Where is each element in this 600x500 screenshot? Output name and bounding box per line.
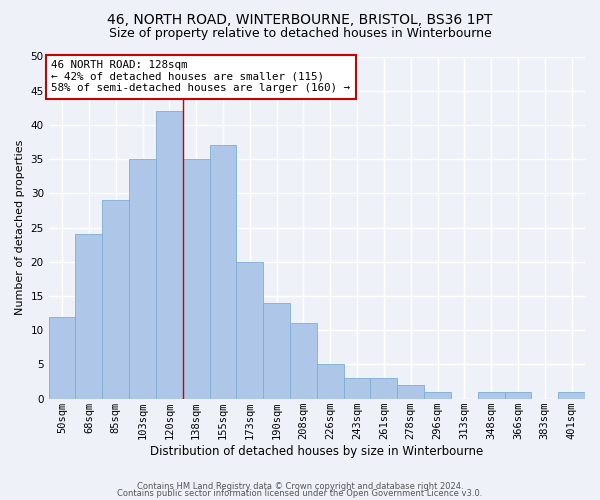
Text: Size of property relative to detached houses in Winterbourne: Size of property relative to detached ho… [109, 28, 491, 40]
Bar [505, 392, 532, 398]
Text: 46 NORTH ROAD: 128sqm
← 42% of detached houses are smaller (115)
58% of semi-det: 46 NORTH ROAD: 128sqm ← 42% of detached … [52, 60, 350, 93]
Bar [103, 200, 129, 398]
Text: Contains HM Land Registry data © Crown copyright and database right 2024.: Contains HM Land Registry data © Crown c… [137, 482, 463, 491]
Bar [236, 262, 263, 398]
Bar [263, 303, 290, 398]
Bar [558, 392, 585, 398]
Text: 46, NORTH ROAD, WINTERBOURNE, BRISTOL, BS36 1PT: 46, NORTH ROAD, WINTERBOURNE, BRISTOL, B… [107, 12, 493, 26]
Bar [76, 234, 103, 398]
Bar [49, 316, 76, 398]
Bar [209, 146, 236, 398]
Bar [478, 392, 505, 398]
Bar [424, 392, 451, 398]
Bar [370, 378, 397, 398]
X-axis label: Distribution of detached houses by size in Winterbourne: Distribution of detached houses by size … [150, 444, 484, 458]
Bar [317, 364, 344, 398]
Y-axis label: Number of detached properties: Number of detached properties [15, 140, 25, 316]
Text: Contains public sector information licensed under the Open Government Licence v3: Contains public sector information licen… [118, 490, 482, 498]
Bar [183, 159, 209, 398]
Bar [290, 324, 317, 398]
Bar [129, 159, 156, 398]
Bar [397, 385, 424, 398]
Bar [344, 378, 370, 398]
Bar [156, 111, 183, 399]
